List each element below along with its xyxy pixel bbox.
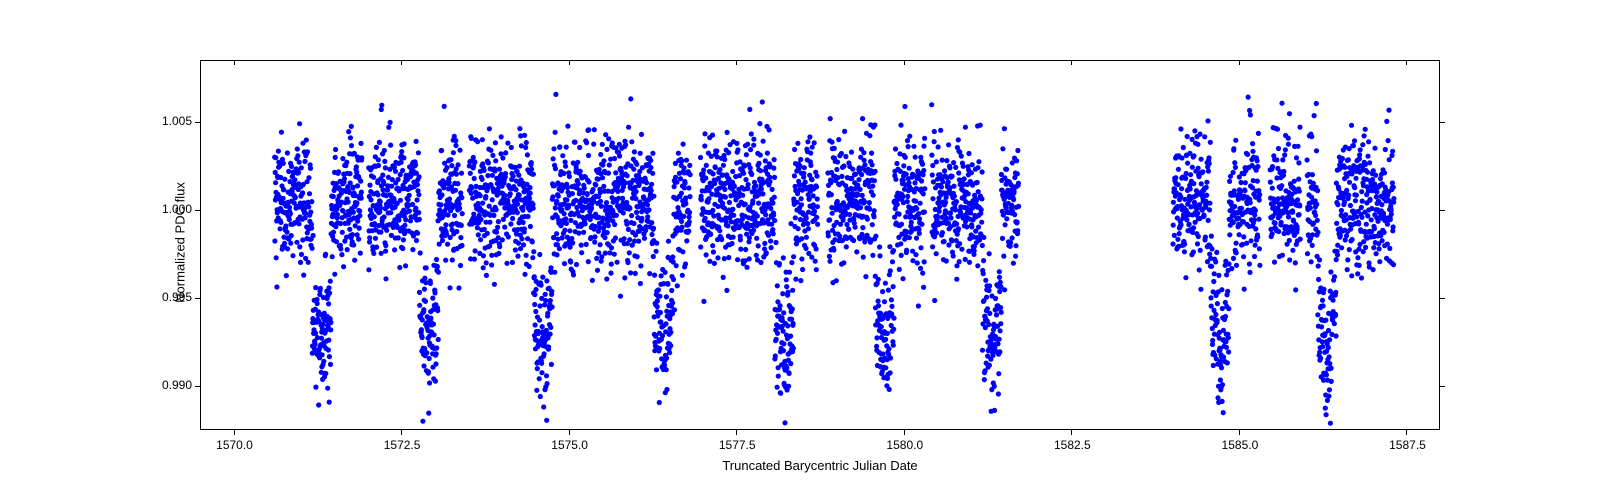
y-tick bbox=[1440, 210, 1445, 211]
x-tick bbox=[736, 60, 737, 65]
x-tick bbox=[401, 430, 402, 435]
x-tick bbox=[234, 60, 235, 65]
x-tick bbox=[569, 430, 570, 435]
x-axis-label: Truncated Barycentric Julian Date bbox=[700, 458, 940, 473]
y-tick bbox=[195, 386, 200, 387]
x-tick-label: 1570.0 bbox=[210, 438, 260, 452]
y-tick bbox=[195, 298, 200, 299]
x-tick-label: 1585.0 bbox=[1215, 438, 1265, 452]
x-tick bbox=[1406, 60, 1407, 65]
scatter-points bbox=[201, 61, 1441, 431]
y-tick bbox=[1440, 122, 1445, 123]
y-tick bbox=[195, 210, 200, 211]
x-tick bbox=[234, 430, 235, 435]
x-tick-label: 1582.5 bbox=[1047, 438, 1097, 452]
y-tick bbox=[1440, 386, 1445, 387]
x-tick-label: 1575.0 bbox=[545, 438, 595, 452]
x-tick-label: 1580.0 bbox=[880, 438, 930, 452]
x-tick bbox=[736, 430, 737, 435]
y-tick bbox=[1440, 298, 1445, 299]
x-tick-label: 1587.5 bbox=[1382, 438, 1432, 452]
x-tick bbox=[569, 60, 570, 65]
x-tick-label: 1577.5 bbox=[712, 438, 762, 452]
y-tick-label: 1.000 bbox=[146, 202, 192, 216]
x-tick bbox=[1239, 430, 1240, 435]
x-tick-label: 1572.5 bbox=[377, 438, 427, 452]
x-tick bbox=[1071, 430, 1072, 435]
y-tick-label: 0.990 bbox=[146, 378, 192, 392]
x-tick bbox=[401, 60, 402, 65]
x-tick bbox=[1071, 60, 1072, 65]
y-tick-label: 0.995 bbox=[146, 290, 192, 304]
x-tick bbox=[904, 430, 905, 435]
x-tick bbox=[1239, 60, 1240, 65]
x-tick bbox=[904, 60, 905, 65]
x-tick bbox=[1406, 430, 1407, 435]
light-curve-chart: Truncated Barycentric Julian Date Normal… bbox=[0, 0, 1600, 500]
y-tick-label: 1.005 bbox=[146, 114, 192, 128]
plot-area bbox=[200, 60, 1440, 430]
y-tick bbox=[195, 122, 200, 123]
